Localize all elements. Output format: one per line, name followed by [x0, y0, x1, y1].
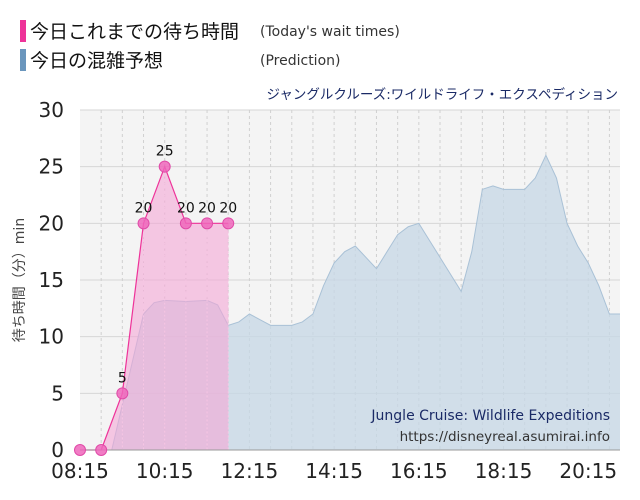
- legend-prediction-label: 今日の混雑予想: [30, 50, 163, 72]
- x-tick-label: 08:15: [51, 459, 109, 483]
- today-data-point: [95, 444, 108, 456]
- series-areas: [80, 154, 620, 451]
- today-data-label: 25: [156, 144, 174, 160]
- legend-today-sub: (Today's wait times): [260, 24, 400, 40]
- today-data-label: 20: [177, 200, 195, 216]
- y-tick-label: 20: [39, 211, 64, 235]
- axes: 0 5 10 15 20 25 30 08:15 10:15 12:15 14:15 16:15 18:…: [39, 98, 620, 483]
- y-tick-label: 0: [51, 438, 64, 462]
- x-tick-label: 10:15: [136, 459, 194, 483]
- legend-today-swatch: [20, 20, 26, 42]
- today-data-label: 20: [135, 200, 153, 216]
- y-tick-label: 25: [39, 155, 64, 179]
- y-tick-label: 30: [39, 98, 64, 122]
- today-data-label: 20: [219, 200, 237, 216]
- today-data-point: [158, 160, 171, 173]
- attraction-english-name: Jungle Cruise: Wildlife Expeditions: [370, 408, 610, 424]
- x-tick-label: 14:15: [305, 459, 363, 483]
- today-data-label: 5: [118, 370, 127, 386]
- today-data-point: [137, 217, 150, 230]
- legend-prediction-swatch: [20, 49, 26, 71]
- source-url: https://disneyreal.asumirai.info: [400, 429, 610, 445]
- y-axis-label: 待ち時間（分）min: [12, 218, 28, 342]
- x-tick-label: 20:15: [559, 459, 617, 483]
- chart-title: ジャングルクルーズ:ワイルドライフ・エクスペディション: [267, 86, 619, 103]
- today-data-point: [74, 444, 86, 456]
- y-tick-label: 15: [39, 268, 64, 292]
- today-data-point: [116, 387, 129, 400]
- x-tick-label: 18:15: [475, 459, 533, 483]
- today-data-label: 20: [198, 200, 216, 216]
- today-data-point: [179, 217, 192, 230]
- legend-today-label: 今日これまでの待ち時間: [30, 21, 239, 43]
- today-data-point: [222, 217, 235, 230]
- legend-prediction-sub: (Prediction): [260, 53, 340, 69]
- today-data-point: [201, 217, 214, 230]
- x-tick-label: 12:15: [221, 459, 279, 483]
- y-tick-label: 10: [39, 325, 64, 349]
- today-area: [80, 166, 229, 450]
- y-tick-label: 5: [51, 381, 64, 405]
- x-tick-label: 16:15: [390, 459, 448, 483]
